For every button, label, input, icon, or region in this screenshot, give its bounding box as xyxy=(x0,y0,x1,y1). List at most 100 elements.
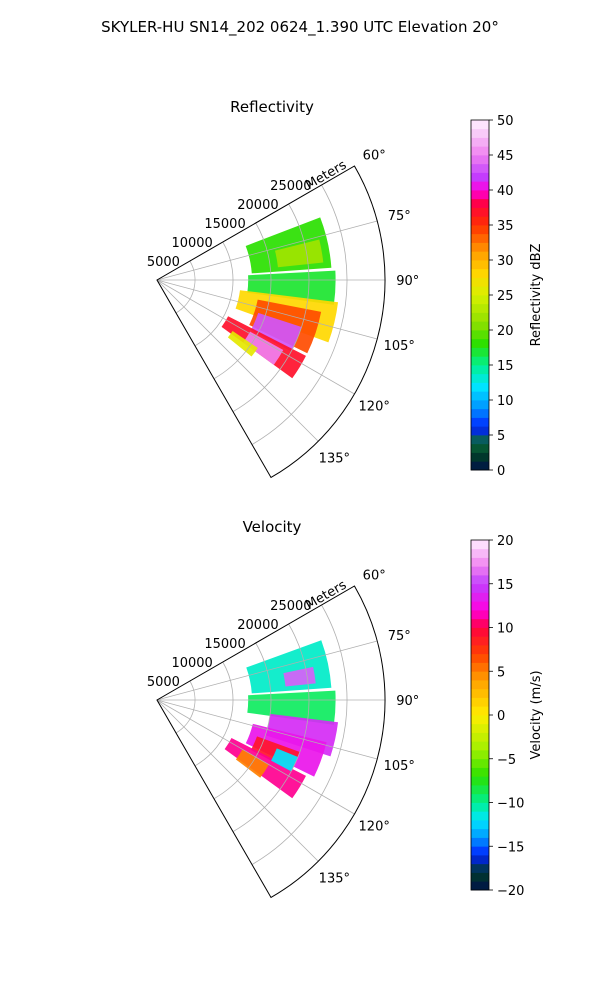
velocity-azimuth-spoke xyxy=(156,699,319,862)
reflectivity-colorbar-swatch xyxy=(471,155,489,165)
reflectivity-colorbar-swatch xyxy=(471,382,489,392)
reflectivity-colorbar-swatch xyxy=(471,330,489,340)
reflectivity-colorbar-label: Reflectivity dBZ xyxy=(529,244,544,347)
velocity-azimuth-tick-label: 90° xyxy=(396,694,419,709)
velocity-colorbar: −20 −15 −10 −5 0 5 10 15 20 Velocity (m/s) xyxy=(470,534,544,899)
reflectivity-range-tick-label: 5000 xyxy=(147,255,180,270)
reflectivity-echoes xyxy=(221,217,339,379)
velocity-colorbar-swatch xyxy=(471,820,489,830)
reflectivity-colorbar-swatch xyxy=(471,137,489,147)
reflectivity-colorbar-swatch xyxy=(471,312,489,322)
velocity-colorbar-tick-label: 20 xyxy=(497,534,514,549)
reflectivity-range-tick-label: 20000 xyxy=(237,198,278,213)
reflectivity-azimuth-tick-label: 105° xyxy=(384,339,415,354)
velocity-echo-region xyxy=(271,748,298,772)
reflectivity-range-tick-label: 10000 xyxy=(171,236,212,251)
velocity-sector-frame xyxy=(156,585,386,899)
reflectivity-panel: Reflectivity 5000 10000 15000 20000 25000Mete… xyxy=(147,98,544,479)
velocity-azimuth-spoke xyxy=(156,699,355,815)
velocity-range-tick-label: 25000 xyxy=(270,599,311,614)
velocity-colorbar-tick-label: −20 xyxy=(497,884,524,899)
reflectivity-colorbar-swatch xyxy=(471,408,489,418)
reflectivity-sector-frame xyxy=(156,165,386,479)
velocity-colorbar-swatch xyxy=(471,811,489,821)
reflectivity-colorbar-tick-label: 0 xyxy=(497,464,505,479)
reflectivity-colorbar-swatch xyxy=(471,163,489,173)
velocity-colorbar-tick-label: 0 xyxy=(497,709,505,724)
reflectivity-azimuth-spoke xyxy=(156,220,378,281)
reflectivity-colorbar-swatch xyxy=(471,260,489,270)
velocity-colorbar-swatch xyxy=(471,741,489,751)
velocity-range-axis-label: Meters xyxy=(303,578,349,613)
velocity-colorbar-swatch xyxy=(471,610,489,620)
velocity-colorbar-tick-label: 15 xyxy=(497,578,514,593)
velocity-azimuth-spoke xyxy=(156,640,378,701)
velocity-colorbar-swatch xyxy=(471,636,489,646)
reflectivity-colorbar-swatch xyxy=(471,242,489,252)
velocity-colorbar-swatch xyxy=(471,793,489,803)
velocity-colorbar-swatch xyxy=(471,846,489,856)
reflectivity-azimuth-spoke xyxy=(156,279,355,395)
reflectivity-colorbar-swatch xyxy=(471,198,489,208)
reflectivity-colorbar-swatch xyxy=(471,417,489,427)
velocity-colorbar-swatch xyxy=(471,627,489,637)
reflectivity-colorbar-swatch xyxy=(471,233,489,243)
velocity-azimuth-tick-label: 75° xyxy=(388,629,411,644)
velocity-colorbar-swatch xyxy=(471,645,489,655)
reflectivity-colorbar-swatch xyxy=(471,277,489,287)
reflectivity-azimuth-tick-label: 135° xyxy=(319,451,350,466)
velocity-title: Velocity xyxy=(243,518,302,536)
reflectivity-colorbar-swatch xyxy=(471,303,489,313)
velocity-colorbar-label: Velocity (m/s) xyxy=(529,670,544,759)
velocity-colorbar-swatch xyxy=(471,872,489,882)
reflectivity-colorbar-swatch xyxy=(471,216,489,226)
velocity-colorbar-swatch xyxy=(471,881,489,891)
reflectivity-colorbar-swatch xyxy=(471,461,489,471)
velocity-echoes xyxy=(224,640,339,799)
reflectivity-colorbar-swatch xyxy=(471,128,489,138)
reflectivity-range-tick-label: 15000 xyxy=(204,217,245,232)
velocity-colorbar-swatch xyxy=(471,785,489,795)
velocity-azimuth-spoke xyxy=(156,699,378,760)
reflectivity-colorbar-tick-label: 30 xyxy=(497,254,514,269)
velocity-azimuth-tick-label: 135° xyxy=(319,871,350,886)
velocity-colorbar-swatch xyxy=(471,828,489,838)
velocity-colorbar-swatch xyxy=(471,540,489,550)
velocity-colorbar-swatch xyxy=(471,863,489,873)
velocity-colorbar-swatch xyxy=(471,776,489,786)
reflectivity-colorbar-tick-label: 25 xyxy=(497,289,514,304)
reflectivity-range-axis-label: Meters xyxy=(303,158,349,193)
velocity-colorbar-swatch xyxy=(471,715,489,725)
reflectivity-colorbar-swatch xyxy=(471,365,489,375)
reflectivity-azimuth-tick-label: 90° xyxy=(396,274,419,289)
reflectivity-colorbar-tick-label: 5 xyxy=(497,429,505,444)
velocity-colorbar-swatch xyxy=(471,723,489,733)
reflectivity-echo-region xyxy=(250,312,302,352)
velocity-colorbar-swatch xyxy=(471,671,489,681)
velocity-azimuth-tick-label: 105° xyxy=(384,759,415,774)
velocity-colorbar-swatch xyxy=(471,855,489,865)
reflectivity-title: Reflectivity xyxy=(230,98,314,116)
velocity-colorbar-tick-label: −10 xyxy=(497,797,524,812)
reflectivity-colorbar: 0 5 10 15 20 25 30 35 40 45 50 Reflectivity dBZ xyxy=(470,114,544,479)
reflectivity-colorbar-swatch xyxy=(471,391,489,401)
reflectivity-azimuth-spoke xyxy=(156,279,378,340)
velocity-range-tick-label: 15000 xyxy=(204,637,245,652)
reflectivity-echo-region xyxy=(243,331,284,365)
velocity-colorbar-swatch xyxy=(471,575,489,585)
reflectivity-colorbar-swatch xyxy=(471,338,489,348)
velocity-colorbar-swatch xyxy=(471,688,489,698)
velocity-azimuth-tick-label: 60° xyxy=(363,569,386,584)
velocity-colorbar-swatch xyxy=(471,750,489,760)
reflectivity-colorbar-swatch xyxy=(471,190,489,200)
reflectivity-colorbar-tick-label: 20 xyxy=(497,324,514,339)
velocity-colorbar-swatch xyxy=(471,583,489,593)
reflectivity-colorbar-swatch xyxy=(471,268,489,278)
velocity-colorbar-tick-label: −5 xyxy=(497,753,516,768)
reflectivity-echo-region xyxy=(274,239,324,268)
velocity-range-tick-label: 5000 xyxy=(147,675,180,690)
velocity-colorbar-swatch xyxy=(471,758,489,768)
reflectivity-colorbar-swatch xyxy=(471,295,489,305)
